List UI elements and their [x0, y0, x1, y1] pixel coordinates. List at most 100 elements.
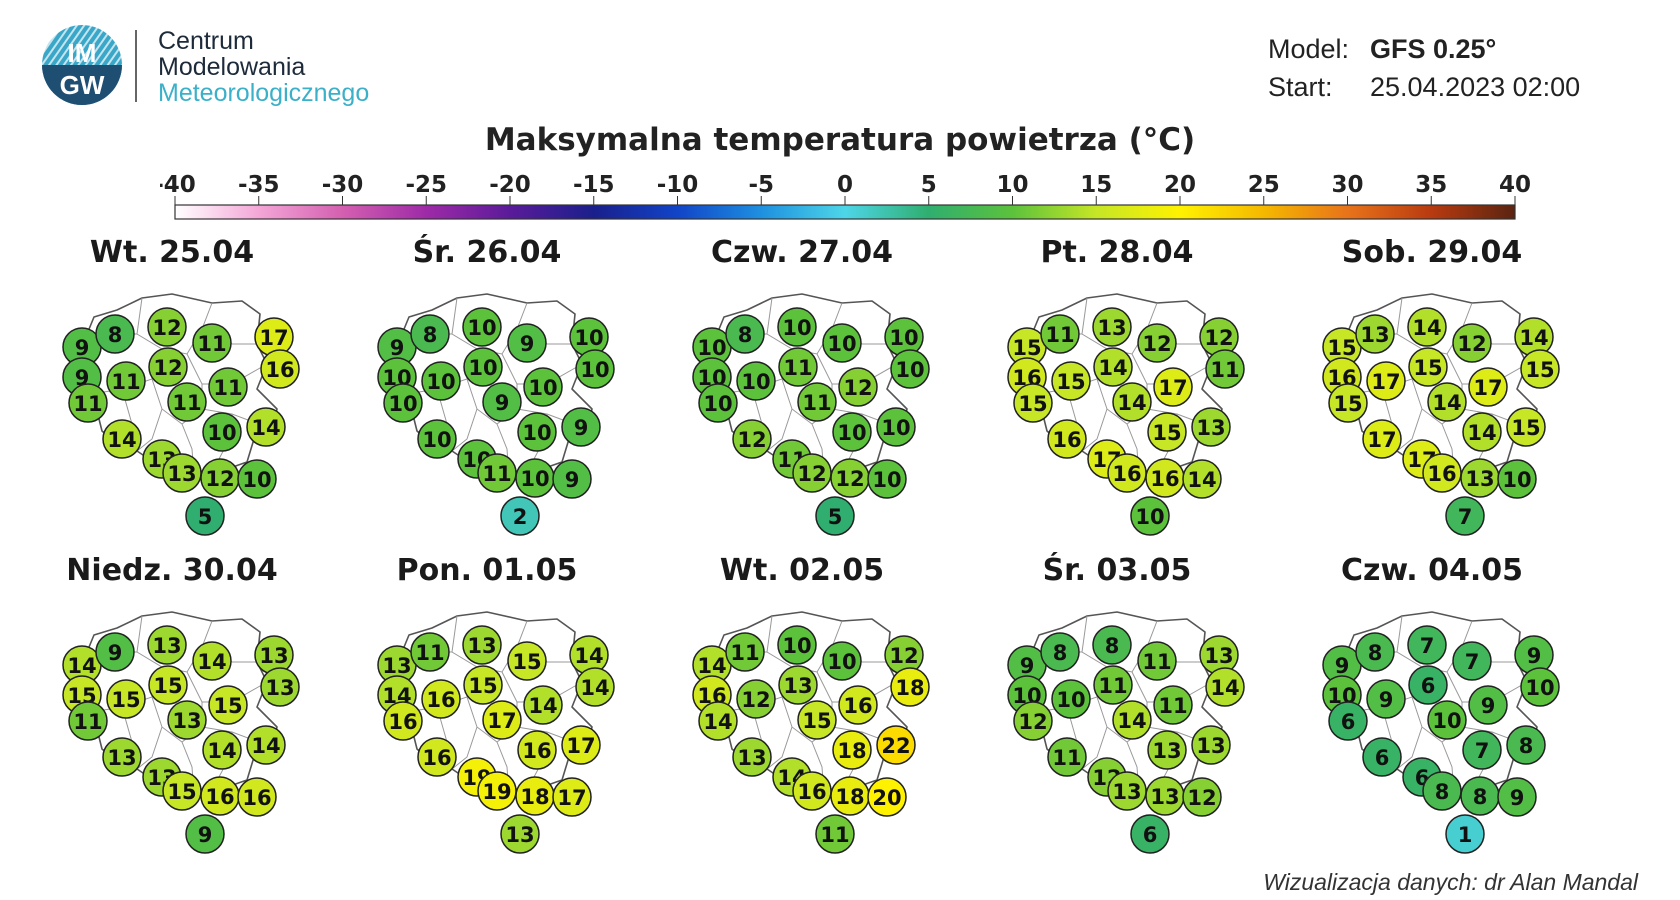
temp-bubble: 12: [147, 307, 187, 347]
temp-value: 14: [1412, 316, 1441, 340]
temp-value: 13: [505, 823, 534, 847]
temp-marker: [106, 679, 146, 719]
temp-bubble: 13: [1092, 307, 1132, 347]
temp-bubble: 14: [1407, 307, 1447, 347]
temp-value: 15: [213, 694, 242, 718]
temp-bubble: 14: [202, 730, 242, 770]
temp-marker: [832, 730, 872, 770]
temp-bubble: 15: [507, 641, 547, 681]
temp-value: 11: [172, 391, 201, 415]
temp-marker: [778, 665, 818, 705]
temp-bubble: 16: [1047, 419, 1087, 459]
temp-value: 13: [467, 634, 496, 658]
temp-bubble: 16: [200, 776, 240, 816]
temp-bubble: 18: [830, 776, 870, 816]
temp-value: 17: [1473, 376, 1502, 400]
temp-value: 11: [1158, 694, 1187, 718]
temp-bubble: 16: [421, 679, 461, 719]
temp-value: 15: [111, 688, 140, 712]
start-value: 25.04.2023 02:00: [1370, 72, 1581, 102]
temp-bubble: 11: [167, 382, 207, 422]
temp-value: 15: [153, 674, 182, 698]
temp-bubble: 16: [260, 349, 300, 389]
temp-bubble: 10: [1051, 679, 1091, 719]
temp-value: 18: [835, 785, 864, 809]
temp-bubble: 10: [421, 361, 461, 401]
temp-bubble: 2: [500, 496, 540, 536]
temp-bubble: 8: [1092, 625, 1132, 665]
temp-value: 16: [242, 786, 271, 810]
temp-bubble: 11: [815, 814, 855, 854]
scale-tick-label: 25: [1248, 172, 1280, 198]
temp-value: 9: [520, 332, 535, 356]
temp-value: 8: [1473, 785, 1488, 809]
temp-marker: [507, 641, 547, 681]
temp-bubble: 6: [1328, 701, 1368, 741]
temp-value: 14: [703, 710, 732, 734]
temp-value: 9: [108, 641, 123, 665]
temp-marker: [95, 632, 135, 672]
scale-tick-label: -20: [489, 172, 531, 198]
temp-marker: [552, 777, 592, 817]
temp-marker: [417, 737, 457, 777]
temp-value: 8: [423, 323, 438, 347]
temp-marker: [1497, 459, 1537, 499]
temp-bubble: 12: [200, 458, 240, 498]
temp-value: 14: [251, 734, 280, 758]
temp-bubble: 13: [732, 737, 772, 777]
temp-bubble: 12: [1182, 777, 1222, 817]
temp-value: 9: [1335, 654, 1350, 678]
temp-value: 8: [108, 323, 123, 347]
temp-marker: [1112, 382, 1152, 422]
temp-value: 10: [468, 356, 497, 380]
temp-value: 15: [512, 650, 541, 674]
temp-bubble: 13: [1191, 725, 1231, 765]
scale-tick-label: 5: [921, 172, 937, 198]
temp-value: 11: [1098, 674, 1127, 698]
temp-marker: [552, 459, 592, 499]
header: IM GW Centrum Modelowania Meteorologiczn…: [0, 0, 1680, 120]
temp-value: 17: [566, 734, 595, 758]
temp-bubble: 15: [1051, 361, 1091, 401]
temp-bubble: 6: [1408, 665, 1448, 705]
temp-bubble: 7: [1452, 641, 1492, 681]
temp-value: 12: [1204, 326, 1233, 350]
temp-marker: [1452, 323, 1492, 363]
temp-value: 14: [197, 650, 226, 674]
temp-marker: [237, 459, 277, 499]
temp-marker: [1366, 679, 1406, 719]
temp-value: 16: [426, 688, 455, 712]
temp-bubble: 17: [1366, 361, 1406, 401]
temp-value: 13: [1465, 467, 1494, 491]
temp-value: 12: [889, 644, 918, 668]
temp-value: 13: [1196, 734, 1225, 758]
temp-value: 10: [580, 358, 609, 382]
temp-bubble: 7: [1407, 625, 1447, 665]
scale-tick-label: 20: [1164, 172, 1196, 198]
temp-bubble: 11: [208, 367, 248, 407]
temp-value: 8: [1435, 780, 1450, 804]
temp-marker: [815, 814, 855, 854]
temp-bubble: 9: [377, 327, 417, 367]
temp-marker: [246, 407, 286, 447]
temp-value: 12: [797, 462, 826, 486]
temp-marker: [736, 679, 776, 719]
temp-bubble: 13: [147, 625, 187, 665]
temp-marker: [890, 349, 930, 389]
temp-bubble: 11: [1205, 349, 1245, 389]
temp-value: 12: [1457, 332, 1486, 356]
temp-value: 17: [1158, 376, 1187, 400]
temp-bubble: 13: [462, 625, 502, 665]
temp-value: 12: [737, 428, 766, 452]
temp-bubble: 15: [797, 700, 837, 740]
temp-bubble: 16: [237, 777, 277, 817]
temp-bubble: 18: [890, 667, 930, 707]
region-border: [1081, 726, 1108, 770]
temp-value: 15: [1511, 416, 1540, 440]
temp-marker: [192, 323, 232, 363]
temp-bubble: 15: [208, 685, 248, 725]
